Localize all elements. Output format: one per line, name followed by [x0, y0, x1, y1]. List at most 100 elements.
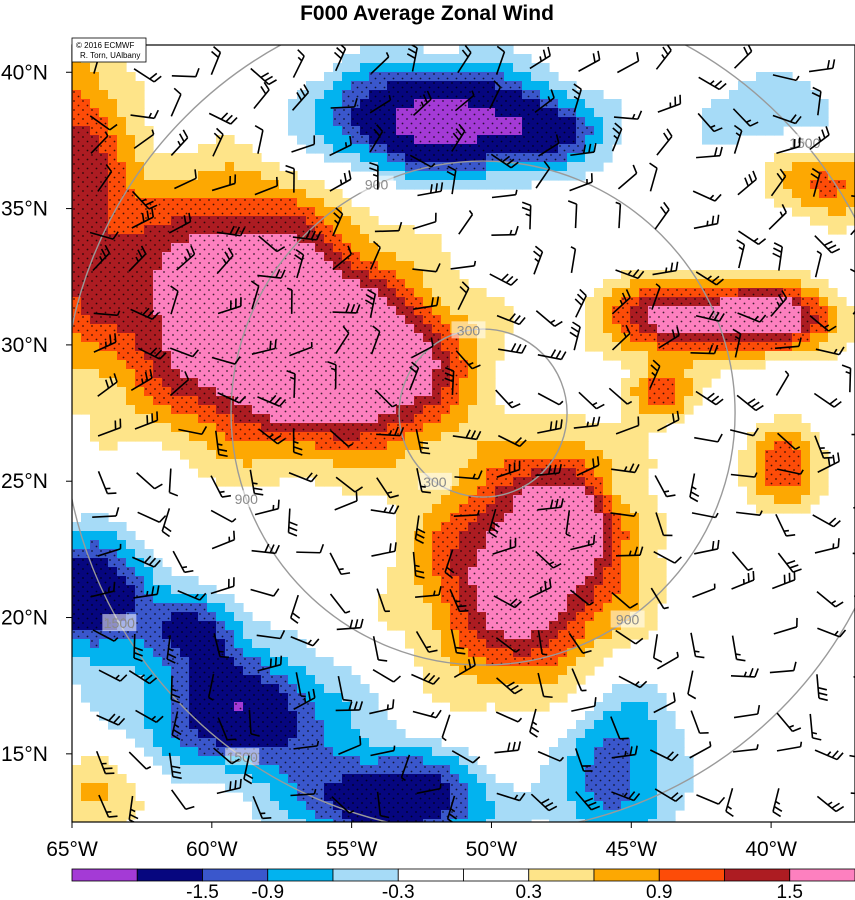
stipple-cell	[108, 216, 117, 225]
field-cell	[639, 405, 649, 415]
field-cell	[846, 324, 855, 334]
field-cell	[486, 387, 496, 397]
stipple-cell	[396, 72, 405, 81]
field-cell	[162, 180, 172, 190]
field-cell	[414, 243, 424, 253]
field-cell	[495, 351, 505, 361]
field-cell	[513, 54, 523, 64]
stipple-cell	[576, 144, 585, 153]
field-cell	[621, 459, 631, 469]
field-cell	[756, 360, 766, 370]
field-cell	[747, 90, 757, 100]
field-cell	[477, 306, 487, 316]
stipple-cell	[297, 207, 306, 216]
field-cell	[666, 792, 676, 802]
field-cell	[90, 342, 100, 352]
stipple-cell	[477, 117, 486, 126]
stipple-cell	[117, 162, 126, 171]
stipple-cell	[441, 81, 450, 90]
stipple-cell	[360, 90, 369, 99]
stipple-cell	[504, 81, 513, 90]
field-cell	[756, 450, 766, 460]
stipple-cell	[387, 81, 396, 90]
field-cell	[459, 414, 469, 424]
field-cell	[252, 783, 262, 793]
field-cell	[819, 99, 829, 109]
field-cell	[171, 594, 181, 604]
field-cell	[486, 396, 496, 406]
stipple-cell	[360, 108, 369, 117]
stipple-cell	[234, 198, 243, 207]
field-cell	[405, 180, 415, 190]
field-cell	[72, 801, 82, 811]
field-cell	[630, 810, 640, 820]
field-cell	[306, 441, 316, 451]
stipple-cell	[405, 126, 414, 135]
field-cell	[630, 387, 640, 397]
field-cell	[576, 819, 586, 822]
field-cell	[189, 153, 199, 163]
stipple-cell	[117, 207, 126, 216]
field-cell	[459, 45, 469, 55]
field-cell	[279, 441, 289, 451]
field-cell	[585, 657, 595, 667]
field-cell	[477, 459, 487, 469]
field-cell	[414, 252, 424, 262]
field-cell	[423, 558, 433, 568]
field-cell	[342, 459, 352, 469]
field-cell	[828, 342, 838, 352]
field-cell	[738, 477, 748, 487]
field-cell	[270, 801, 280, 811]
field-cell	[738, 81, 748, 91]
field-cell	[594, 423, 604, 433]
field-cell	[603, 720, 613, 730]
field-cell	[81, 531, 91, 541]
stipple-cell	[333, 117, 342, 126]
field-cell	[288, 810, 298, 820]
field-cell	[675, 360, 685, 370]
field-cell	[225, 774, 235, 784]
field-cell	[594, 306, 604, 316]
field-cell	[252, 648, 262, 658]
field-cell	[162, 675, 172, 685]
field-cell	[450, 306, 460, 316]
field-cell	[117, 153, 127, 163]
field-cell	[90, 810, 100, 820]
field-cell	[324, 153, 334, 163]
field-cell	[774, 126, 784, 136]
stipple-cell	[189, 234, 198, 243]
field-cell	[477, 180, 487, 190]
stipple-cell	[369, 81, 378, 90]
field-cell	[810, 468, 820, 478]
stipple-cell	[495, 126, 504, 135]
stipple-cell	[270, 216, 279, 225]
field-cell	[477, 315, 487, 325]
field-cell	[297, 810, 307, 820]
field-cell	[324, 720, 334, 730]
field-cell	[414, 495, 424, 505]
field-cell	[297, 90, 307, 100]
field-cell	[477, 774, 487, 784]
stipple-cell	[486, 135, 495, 144]
field-cell	[792, 180, 802, 190]
field-cell	[198, 450, 208, 460]
field-cell	[333, 747, 343, 757]
field-cell	[306, 99, 316, 109]
field-cell	[648, 738, 658, 748]
field-cell	[441, 459, 451, 469]
field-cell	[801, 288, 811, 298]
stipple-cell	[486, 99, 495, 108]
stipple-cell	[396, 90, 405, 99]
field-cell	[459, 666, 469, 676]
field-cell	[216, 162, 226, 172]
field-cell	[144, 657, 154, 667]
field-cell	[630, 729, 640, 739]
field-cell	[513, 72, 523, 82]
field-cell	[774, 432, 784, 442]
stipple-cell	[531, 90, 540, 99]
field-cell	[279, 648, 289, 658]
field-cell	[153, 576, 163, 586]
stipple-cell	[252, 207, 261, 216]
field-cell	[477, 369, 487, 379]
field-cell	[612, 441, 622, 451]
